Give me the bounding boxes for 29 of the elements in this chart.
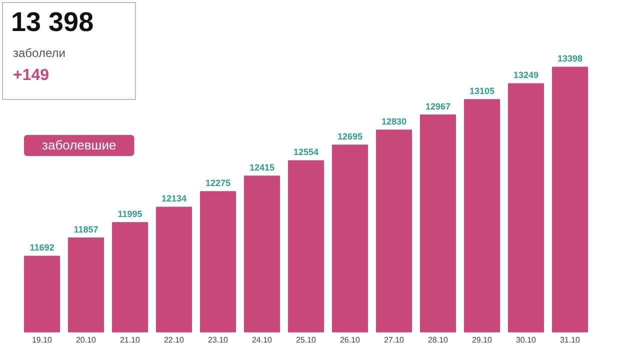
data-label: 12275 — [205, 178, 231, 188]
data-label: 12967 — [425, 101, 451, 112]
x-tick-label: 22.10 — [164, 335, 185, 344]
data-label: 12415 — [249, 162, 275, 173]
x-tick-label: 23.10 — [208, 335, 229, 344]
x-tick-label: 24.10 — [252, 335, 273, 344]
x-tick-label: 19.10 — [32, 335, 53, 344]
x-tick-label: 25.10 — [296, 335, 317, 344]
data-label: 11995 — [118, 209, 142, 220]
data-label: 11692 — [30, 242, 54, 253]
x-tick-label: 29.10 — [472, 335, 493, 344]
data-label: 12830 — [381, 116, 407, 127]
summary-card: 13 398 заболели +149 — [2, 2, 136, 100]
data-label: 12134 — [161, 194, 187, 204]
x-tick-label: 31.10 — [560, 335, 581, 344]
x-tick-label: 20.10 — [76, 335, 97, 344]
data-label: 11857 — [74, 224, 98, 234]
x-tick-label: 28.10 — [428, 335, 449, 344]
text: заболевшие — [42, 138, 116, 153]
x-tick-label: 27.10 — [384, 335, 405, 344]
annotation: +149 — [13, 67, 50, 85]
x-tick-label: 30.10 — [516, 335, 537, 344]
data-label: 13398 — [557, 54, 583, 64]
data-label: 12695 — [337, 132, 363, 142]
data-label: 12554 — [293, 147, 319, 158]
x-tick-label: 21.10 — [120, 335, 141, 344]
data-label: 13105 — [469, 86, 495, 96]
x-tick-label: 26.10 — [340, 335, 361, 344]
data-label: 13249 — [513, 70, 539, 80]
